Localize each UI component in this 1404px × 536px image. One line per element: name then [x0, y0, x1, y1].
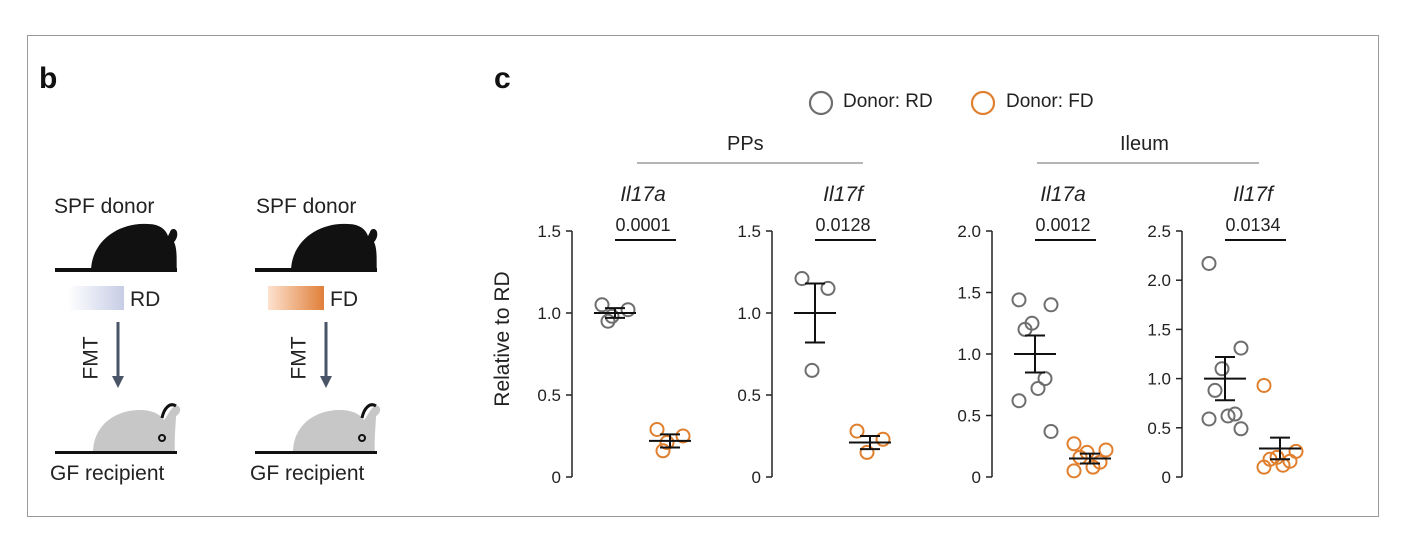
data-point — [1214, 361, 1230, 377]
chart-title: Il17a — [620, 183, 666, 206]
data-point — [600, 313, 616, 329]
y-tick-label: 0 — [552, 468, 561, 487]
data-point — [1043, 423, 1059, 439]
p-value-label: 0.0012 — [1035, 215, 1090, 235]
data-point — [1201, 255, 1217, 271]
data-point — [1201, 411, 1217, 427]
data-point — [794, 271, 810, 287]
diet-label: FD — [330, 288, 358, 311]
y-tick-label: 1.0 — [537, 304, 561, 323]
data-point — [859, 444, 875, 460]
y-tick-label: 1.5 — [957, 284, 981, 303]
recipient-label: GF recipient — [250, 462, 365, 485]
chart-pps-il17a: Il17a 0.0001 0 0.5 1.0 1.5 — [537, 183, 691, 487]
y-axis-label: Relative to RD — [491, 271, 514, 407]
data-point — [1288, 443, 1304, 459]
data-point — [620, 302, 636, 318]
data-point — [1066, 463, 1082, 479]
data-point — [804, 362, 820, 378]
data-point — [649, 421, 665, 437]
black-mouse-icon — [255, 223, 378, 272]
chart-title: Il17a — [1040, 183, 1086, 206]
chart-title: Il17f — [823, 183, 865, 206]
p-value-label: 0.0128 — [815, 215, 870, 235]
donor-label: SPF donor — [256, 195, 357, 218]
legend-marker-fd — [970, 90, 996, 116]
data-point — [820, 280, 836, 296]
data-point — [1030, 380, 1046, 396]
p-value-label: 0.0001 — [615, 215, 670, 235]
data-point — [1233, 421, 1249, 437]
data-point — [675, 428, 691, 444]
y-tick-label: 1.5 — [737, 222, 761, 241]
data-point — [849, 423, 865, 439]
y-tick-label: 0.5 — [537, 386, 561, 405]
data-point — [659, 435, 675, 451]
data-point — [1233, 340, 1249, 356]
fmt-arrow-icon — [112, 322, 124, 388]
data-point — [1043, 297, 1059, 313]
y-tick-label: 2.0 — [1147, 271, 1171, 290]
group-line-pps — [637, 162, 863, 164]
data-point — [1098, 442, 1114, 458]
diet-gradient-fd — [268, 286, 324, 310]
data-point — [655, 443, 671, 459]
legend-label-fd: Donor: FD — [1006, 91, 1094, 112]
p-value-label: 0.0134 — [1225, 215, 1280, 235]
y-tick-label: 0 — [1162, 468, 1171, 487]
y-tick-label: 1.0 — [1147, 370, 1171, 389]
y-tick-label: 2.0 — [957, 222, 981, 241]
data-point — [1220, 408, 1236, 424]
y-tick-label: 0.5 — [737, 386, 761, 405]
legend-marker-rd — [808, 90, 834, 116]
diet-label: RD — [130, 288, 161, 311]
black-mouse-icon — [55, 223, 178, 272]
data-point — [1256, 459, 1272, 475]
group-title-ileum: Ileum — [1120, 133, 1169, 155]
data-point — [1085, 459, 1101, 475]
y-tick-label: 0 — [972, 468, 981, 487]
transfer-label: FMT — [79, 336, 103, 380]
y-tick-label: 0 — [752, 468, 761, 487]
data-point — [1011, 292, 1027, 308]
donor-label: SPF donor — [54, 195, 155, 218]
y-tick-label: 1.0 — [957, 345, 981, 364]
transfer-label: FMT — [287, 336, 311, 380]
y-tick-label: 1.0 — [737, 304, 761, 323]
chart-ileum-il17a: Il17a 0.0012 0 0.5 1.0 1.5 2.0 — [957, 183, 1114, 487]
y-tick-label: 1.5 — [1147, 320, 1171, 339]
y-tick-label: 0.5 — [957, 407, 981, 426]
chart-pps-il17f: Il17f 0.0128 0 0.5 1.0 1.5 — [737, 183, 891, 487]
y-tick-label: 2.5 — [1147, 222, 1171, 241]
group-title-pps: PPs — [727, 133, 764, 155]
figure-frame — [27, 35, 1379, 517]
diet-gradient-rd — [68, 286, 124, 310]
gray-mouse-icon — [255, 403, 381, 454]
y-tick-label: 0.5 — [1147, 419, 1171, 438]
y-tick-label: 1.5 — [537, 222, 561, 241]
data-point — [1066, 436, 1082, 452]
data-point — [1011, 393, 1027, 409]
recipient-label: GF recipient — [50, 462, 165, 485]
data-point — [875, 431, 891, 447]
panel-b-letter: b — [39, 62, 58, 95]
data-point — [1207, 382, 1223, 398]
schematic-rd: SPF donor RD FMT GF recipient — [50, 190, 200, 490]
legend-label-rd: Donor: RD — [843, 91, 933, 112]
schematic-fd: SPF donor FD FMT GF recipient — [250, 190, 400, 490]
group-line-ileum — [1037, 162, 1259, 164]
data-point — [1256, 377, 1272, 393]
panel-c-letter: c — [494, 62, 511, 95]
data-point — [594, 297, 610, 313]
gray-mouse-icon — [55, 403, 181, 454]
chart-title: Il17f — [1233, 183, 1275, 206]
fmt-arrow-icon — [320, 322, 332, 388]
data-point — [1227, 406, 1243, 422]
chart-ileum-il17f: Il17f 0.0134 0 0.5 1.0 1.5 2.0 2.5 — [1147, 183, 1304, 487]
